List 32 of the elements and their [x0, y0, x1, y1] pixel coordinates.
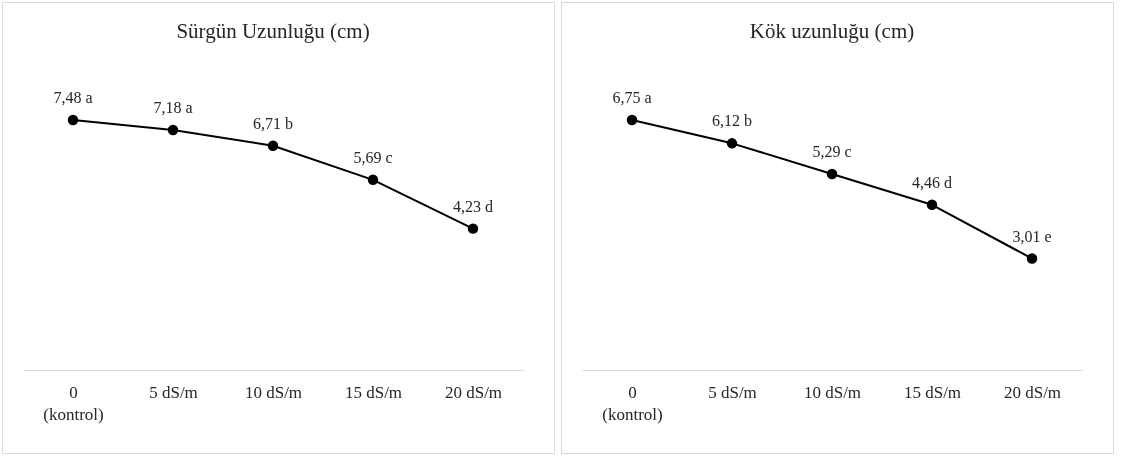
point [67, 114, 79, 126]
data-label: 7,18 a [153, 99, 193, 117]
chart-title: Kök uzunluğu (cm) [749, 19, 915, 43]
x-tick-label: 0 (kontrol) [43, 382, 104, 424]
point [826, 168, 838, 180]
data-label: 4,46 d [912, 173, 952, 191]
point [626, 114, 638, 126]
point [1026, 253, 1038, 264]
data-label: 6,71 b [253, 114, 293, 132]
point [467, 223, 479, 234]
x-tick-label: 5 dS/m [708, 382, 757, 402]
x-tick-label: 5 dS/m [149, 382, 198, 402]
x-tick-label: 10 dS/m [244, 382, 303, 402]
x-tick-label: 20 dS/m [1003, 382, 1062, 402]
point [167, 124, 179, 136]
data-label: 4,23 d [453, 197, 493, 215]
data-label: 3,01 e [1012, 227, 1052, 245]
chart-title: Sürgün Uzunluğu (cm) [176, 19, 370, 43]
point [926, 199, 938, 211]
data-label: 7,48 a [53, 89, 93, 106]
x-tick-label: 15 dS/m [903, 382, 962, 402]
x-tick-label: 0 (kontrol) [602, 382, 663, 424]
data-label: 5,69 c [353, 148, 393, 166]
data-label: 5,29 c [812, 143, 852, 161]
point [367, 174, 379, 186]
x-tick-label: 20 dS/m [444, 382, 503, 402]
x-tick-label: 15 dS/m [344, 382, 403, 402]
x-tick-label: 10 dS/m [803, 382, 862, 402]
point [726, 138, 738, 149]
data-label: 6,12 b [712, 112, 752, 130]
point [267, 140, 279, 151]
data-label: 6,75 a [612, 89, 652, 106]
